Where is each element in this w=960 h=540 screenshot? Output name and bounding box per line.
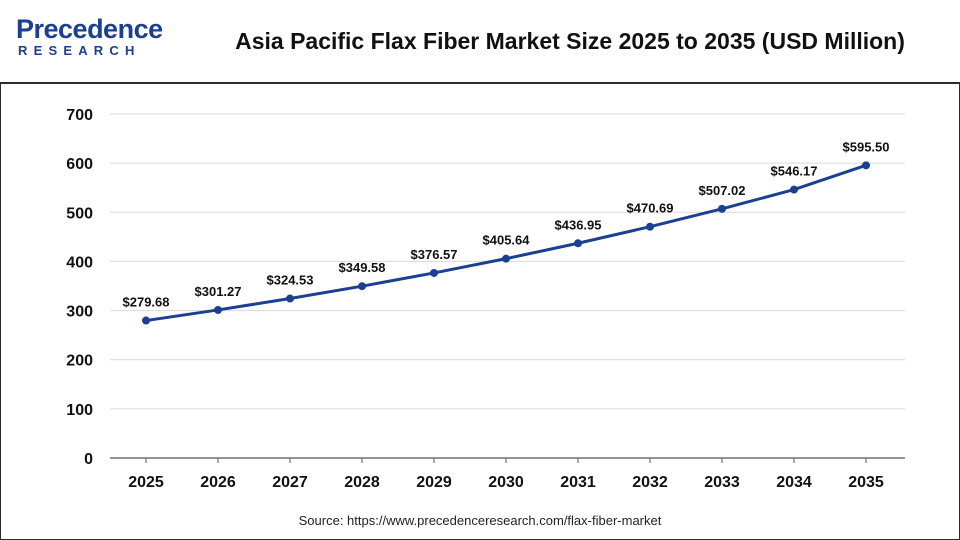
source-note: Source: https://www.precedenceresearch.c… <box>298 513 662 528</box>
x-tick-label: 2025 <box>128 474 164 491</box>
data-point <box>430 268 438 277</box>
data-label: $349.58 <box>339 260 386 275</box>
data-point <box>214 305 222 314</box>
y-tick-label: 300 <box>66 304 93 321</box>
data-label: $324.53 <box>267 273 314 288</box>
x-tick-label: 2030 <box>488 474 524 491</box>
chart-title: Asia Pacific Flax Fiber Market Size 2025… <box>235 28 905 54</box>
line-chart: 0 100 200 300 400 500 600 700 2025 2026 2027 2028 20… <box>66 107 905 491</box>
brand-logo: Precedence RESEARCH <box>16 14 166 66</box>
data-label: $546.17 <box>771 164 818 179</box>
data-label: $405.64 <box>483 233 531 248</box>
data-point <box>574 239 582 248</box>
y-tick-label: 400 <box>66 254 93 271</box>
x-tick-label: 2027 <box>272 474 308 491</box>
data-label: $470.69 <box>627 201 674 216</box>
data-label: $595.50 <box>843 139 890 154</box>
y-tick-label: 0 <box>84 451 93 468</box>
data-point <box>286 294 294 303</box>
y-tick-label: 200 <box>66 353 93 370</box>
x-tick-label: 2032 <box>632 474 668 491</box>
x-tick-label: 2033 <box>704 474 740 491</box>
data-point <box>790 185 798 194</box>
x-tick-label: 2031 <box>560 474 596 491</box>
data-point <box>718 204 726 213</box>
data-label: $279.68 <box>123 295 170 310</box>
y-tick-label: 100 <box>66 402 93 419</box>
data-label: $376.57 <box>411 247 458 262</box>
data-point <box>862 161 870 170</box>
data-point <box>358 282 366 291</box>
logo-wordmark: Precedence <box>16 14 163 44</box>
data-point <box>502 254 510 263</box>
header: Precedence RESEARCH Asia Pacific Flax Fi… <box>0 0 960 84</box>
x-tick-label: 2029 <box>416 474 452 491</box>
logo-subtitle: RESEARCH <box>18 43 141 58</box>
data-label: $436.95 <box>555 217 602 232</box>
x-tick-label: 2028 <box>344 474 380 491</box>
x-tick-label: 2034 <box>776 474 812 491</box>
data-point <box>646 222 654 231</box>
data-point <box>142 316 150 325</box>
y-tick-label: 700 <box>66 107 93 124</box>
y-tick-label: 500 <box>66 205 93 222</box>
x-tick-label: 2026 <box>200 474 236 491</box>
x-tick-label: 2035 <box>848 474 884 491</box>
data-label: $301.27 <box>195 284 242 299</box>
y-tick-label: 600 <box>66 156 93 173</box>
data-label: $507.02 <box>699 183 746 198</box>
